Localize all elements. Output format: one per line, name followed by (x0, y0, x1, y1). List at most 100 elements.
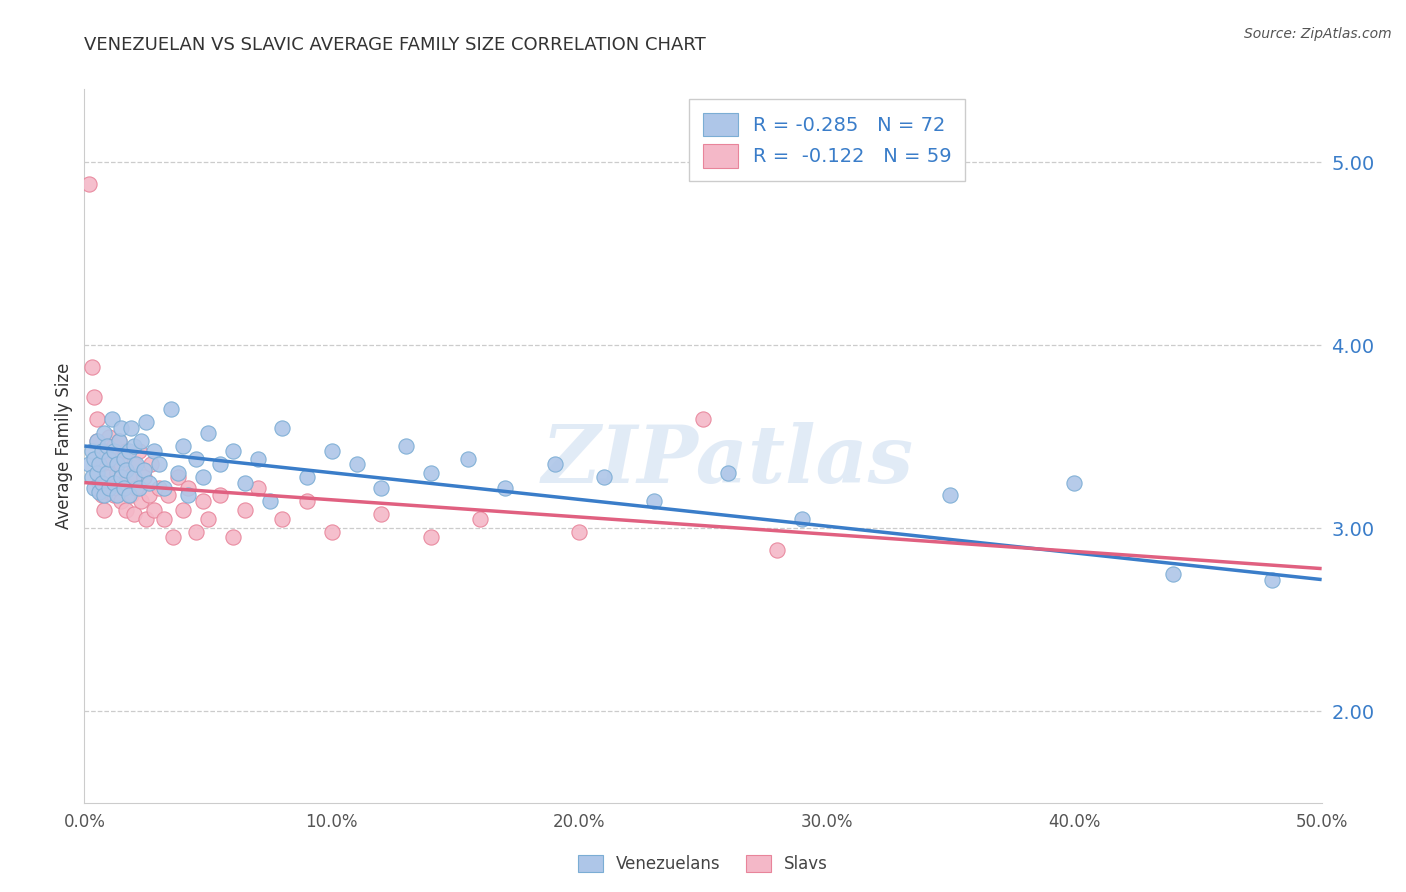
Point (115, 503, 138, 517)
Point (766, 543, 789, 558)
Point (141, 458, 163, 472)
Point (93, 426, 115, 441)
Point (98, 481, 121, 495)
Point (122, 507, 145, 521)
Point (162, 531, 184, 545)
Point (692, 411, 714, 425)
Point (86, 434, 108, 448)
Point (110, 420, 132, 434)
Point (543, 458, 565, 472)
Point (120, 488, 142, 502)
Point (184, 524, 207, 539)
Point (122, 470, 145, 484)
Point (177, 481, 200, 495)
Point (419, 467, 441, 481)
Point (90, 458, 112, 472)
Point (197, 512, 219, 526)
Point (98, 484, 121, 499)
Point (568, 524, 591, 539)
Point (172, 503, 194, 517)
Point (115, 444, 138, 458)
Point (105, 458, 128, 472)
Point (132, 463, 155, 477)
Point (89, 484, 111, 499)
Point (790, 512, 813, 526)
Point (643, 494, 665, 508)
Point (86, 467, 108, 481)
Text: VENEZUELAN VS SLAVIC AVERAGE FAMILY SIZE CORRELATION CHART: VENEZUELAN VS SLAVIC AVERAGE FAMILY SIZE… (84, 36, 706, 54)
Point (90, 475, 112, 490)
Point (80, 470, 103, 484)
Point (115, 463, 138, 477)
Point (1261, 573, 1284, 587)
Point (125, 481, 148, 495)
Point (132, 470, 155, 484)
Point (125, 458, 148, 472)
Point (108, 434, 131, 448)
Point (1161, 567, 1184, 582)
Point (457, 451, 479, 466)
Point (494, 481, 516, 495)
Point (90, 444, 112, 458)
Point (142, 444, 165, 458)
Point (148, 458, 170, 472)
Point (172, 439, 194, 453)
Point (197, 426, 219, 441)
Point (103, 475, 125, 490)
Point (122, 458, 145, 472)
Point (86, 434, 108, 448)
Point (271, 420, 294, 434)
Point (103, 488, 125, 502)
Point (112, 475, 135, 490)
Point (103, 439, 125, 453)
Point (83, 481, 105, 495)
Point (110, 458, 132, 472)
Point (152, 512, 174, 526)
Point (120, 420, 142, 434)
Point (152, 481, 174, 495)
Point (128, 444, 150, 458)
Point (103, 444, 125, 458)
Point (89, 458, 111, 472)
Point (157, 488, 180, 502)
Point (191, 470, 214, 484)
Point (79, 458, 101, 472)
Point (118, 488, 141, 502)
Point (128, 481, 150, 495)
Point (138, 488, 160, 502)
Point (96, 470, 118, 484)
Point (160, 402, 183, 417)
Point (1063, 475, 1085, 490)
Y-axis label: Average Family Size: Average Family Size (55, 363, 73, 529)
Point (142, 503, 165, 517)
Point (209, 488, 232, 502)
Point (86, 411, 108, 425)
Point (370, 507, 392, 521)
Point (346, 458, 368, 472)
Point (129, 494, 152, 508)
Point (259, 494, 281, 508)
Point (129, 434, 152, 448)
Point (395, 439, 418, 453)
Point (191, 494, 214, 508)
Point (105, 481, 128, 495)
Point (135, 512, 157, 526)
Point (184, 451, 207, 466)
Point (79, 178, 101, 192)
Point (138, 475, 160, 490)
Point (105, 467, 128, 481)
Point (233, 503, 256, 517)
Point (83, 390, 105, 404)
Point (100, 411, 122, 425)
Point (93, 503, 115, 517)
Point (110, 494, 132, 508)
Point (295, 470, 318, 484)
Point (118, 444, 141, 458)
Point (118, 470, 141, 484)
Point (80, 444, 103, 458)
Point (222, 444, 245, 458)
Point (100, 451, 122, 466)
Point (470, 512, 492, 526)
Point (419, 531, 441, 545)
Text: ZIPatlas: ZIPatlas (541, 422, 914, 499)
